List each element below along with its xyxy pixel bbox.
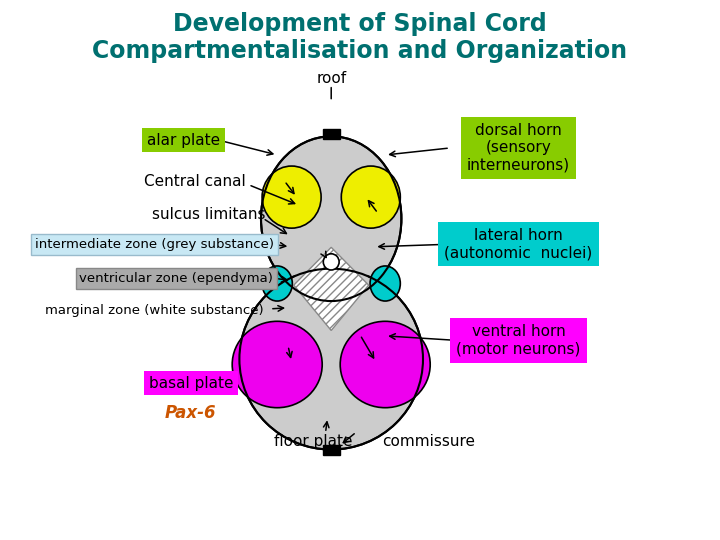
Text: lateral horn
(autonomic  nuclei): lateral horn (autonomic nuclei) — [444, 228, 593, 260]
Text: alar plate: alar plate — [147, 133, 220, 148]
Ellipse shape — [261, 137, 402, 301]
Text: basal plate: basal plate — [148, 376, 233, 391]
Text: Central canal: Central canal — [143, 174, 246, 189]
Ellipse shape — [294, 247, 369, 330]
Text: Pax-6: Pax-6 — [165, 404, 217, 422]
FancyBboxPatch shape — [323, 129, 340, 139]
Text: marginal zone (white substance): marginal zone (white substance) — [45, 304, 264, 317]
Ellipse shape — [341, 166, 400, 228]
Polygon shape — [294, 247, 369, 330]
Ellipse shape — [370, 266, 400, 301]
Text: dorsal horn
(sensory
interneurons): dorsal horn (sensory interneurons) — [467, 123, 570, 173]
Text: commissure: commissure — [382, 434, 475, 449]
Ellipse shape — [239, 268, 423, 449]
Ellipse shape — [323, 254, 339, 270]
Text: Development of Spinal Cord: Development of Spinal Cord — [173, 12, 547, 36]
Text: sulcus limitans: sulcus limitans — [152, 207, 266, 222]
Ellipse shape — [262, 266, 292, 301]
Text: roof: roof — [316, 71, 346, 86]
FancyBboxPatch shape — [323, 445, 340, 455]
Text: Compartmentalisation and Organization: Compartmentalisation and Organization — [92, 39, 628, 63]
Ellipse shape — [262, 166, 321, 228]
Ellipse shape — [232, 321, 323, 408]
Ellipse shape — [341, 321, 431, 408]
Text: ventricular zone (ependyma): ventricular zone (ependyma) — [79, 272, 274, 285]
Text: ventral horn
(motor neurons): ventral horn (motor neurons) — [456, 324, 580, 356]
Text: floor plate: floor plate — [274, 434, 353, 449]
Text: intermediate zone (grey substance): intermediate zone (grey substance) — [35, 238, 274, 251]
